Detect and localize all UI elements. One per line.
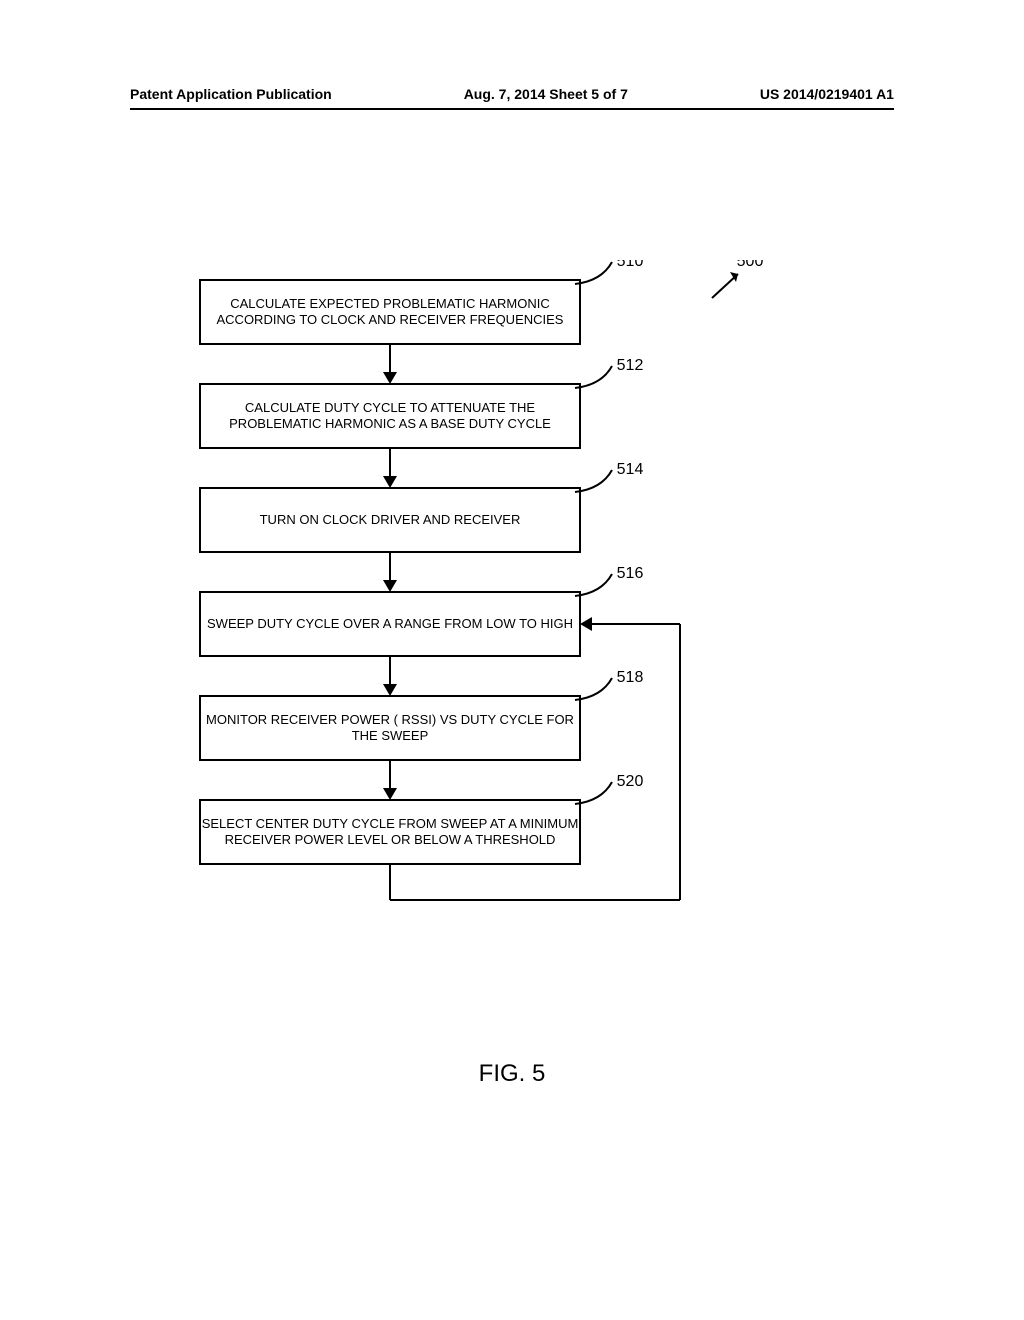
flow-step-text: TURN ON CLOCK DRIVER AND RECEIVER [260, 512, 521, 527]
ref-number: 514 [617, 461, 644, 478]
flow-step-text: SWEEP DUTY CYCLE OVER A RANGE FROM LOW T… [207, 616, 573, 631]
ref-number: 518 [617, 669, 644, 686]
flow-step-text: CALCULATE DUTY CYCLE TO ATTENUATE THE [245, 400, 535, 415]
ref-number: 520 [617, 773, 644, 790]
diagram-ref: 500 [737, 260, 764, 270]
header-rule [130, 108, 894, 110]
flow-step-text: MONITOR RECEIVER POWER ( RSSI) VS DUTY C… [206, 712, 574, 727]
header-right: US 2014/0219401 A1 [760, 86, 894, 102]
header-left: Patent Application Publication [130, 86, 332, 102]
flow-step-text: PROBLEMATIC HARMONIC AS A BASE DUTY CYCL… [229, 416, 551, 431]
flow-step-text: SELECT CENTER DUTY CYCLE FROM SWEEP AT A… [202, 816, 579, 831]
ref-number: 510 [617, 260, 644, 270]
flow-step-text: RECEIVER POWER LEVEL OR BELOW A THRESHOL… [225, 832, 556, 847]
ref-number: 516 [617, 565, 644, 582]
flowchart-container: CALCULATE EXPECTED PROBLEMATIC HARMONICA… [0, 260, 1024, 1020]
flow-step-text: CALCULATE EXPECTED PROBLEMATIC HARMONIC [230, 296, 550, 311]
figure-label-text: FIG. 5 [479, 1060, 546, 1087]
page-header: Patent Application Publication Aug. 7, 2… [0, 86, 1024, 102]
flow-step-text: ACCORDING TO CLOCK AND RECEIVER FREQUENC… [217, 312, 564, 327]
flowchart-svg: CALCULATE EXPECTED PROBLEMATIC HARMONICA… [0, 260, 1024, 1020]
header-center: Aug. 7, 2014 Sheet 5 of 7 [464, 86, 628, 102]
flow-step-text: THE SWEEP [352, 728, 429, 743]
ref-number: 512 [617, 357, 644, 374]
figure-label: FIG. 5 [0, 1060, 1024, 1088]
